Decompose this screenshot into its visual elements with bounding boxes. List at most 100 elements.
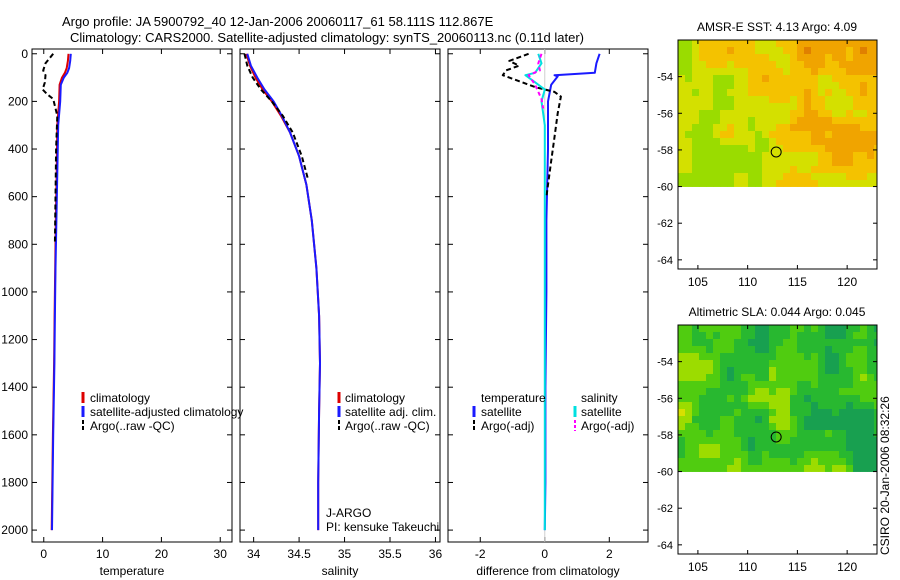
- temp-series-satellite-adjusted-climatology: [51, 53, 72, 531]
- legend-satellite-label: satellite-adjusted climatology: [90, 405, 243, 419]
- sst-heat-cell: [720, 54, 728, 62]
- sst-heat-cell: [769, 82, 777, 90]
- sla-heat-cell: [860, 325, 868, 333]
- sst-heat-cell: [678, 138, 686, 146]
- sla-heat-cell: [713, 374, 721, 382]
- sst-heat-cell: [825, 61, 833, 69]
- sla-heat-cell: [832, 353, 840, 361]
- sla-heat-cell: [867, 444, 875, 452]
- sla-heat-cell: [762, 451, 770, 459]
- sst-heat-cell: [874, 54, 878, 62]
- sst-heat-cell: [741, 47, 749, 55]
- sla-heat-cell: [874, 444, 878, 452]
- sst-heat-cell: [874, 89, 878, 97]
- sst-heat-cell: [755, 145, 763, 153]
- sla-heat-cell: [825, 465, 833, 472]
- sla-heat-cell: [790, 381, 798, 389]
- program-annotation: J-ARGO: [326, 506, 371, 520]
- sst-heat-cell: [867, 166, 875, 174]
- sst-heat-cell: [797, 145, 805, 153]
- sst-heat-cell: [734, 145, 742, 153]
- sla-heat-cell: [790, 430, 798, 438]
- sla-heat-cell: [825, 437, 833, 445]
- sla-heat-cell: [790, 395, 798, 403]
- sst-heat-cell: [804, 180, 812, 187]
- sst-heat-cell: [832, 138, 840, 146]
- sst-heat-cell: [748, 47, 756, 55]
- sla-heat-cell: [755, 346, 763, 354]
- sla-heat-cell: [706, 423, 714, 431]
- sst-heat-cell: [734, 61, 742, 69]
- sst-heat-cell: [762, 138, 770, 146]
- sla-heat-cell: [825, 451, 833, 459]
- difference-axes: -2 0 2: [448, 49, 648, 561]
- sst-heat-cell: [825, 82, 833, 90]
- sst-heat-cell: [741, 89, 749, 97]
- sst-heat-cell: [797, 68, 805, 76]
- sst-heat-cell: [678, 159, 686, 167]
- sla-heat-cell: [678, 374, 686, 382]
- sst-heat-cell: [713, 152, 721, 160]
- sst-heat-cell: [741, 54, 749, 62]
- sst-heat-cell: [839, 96, 847, 104]
- sst-heat-cell: [748, 145, 756, 153]
- sst-heat-cell: [790, 131, 798, 139]
- sla-heat-cell: [713, 360, 721, 368]
- sst-heat-cell: [839, 82, 847, 90]
- sla-heat-cell: [748, 360, 756, 368]
- sla-heat-cell: [727, 395, 735, 403]
- sst-heat-cell: [839, 131, 847, 139]
- sla-heat-cell: [755, 465, 763, 472]
- sst-heat-cell: [706, 145, 714, 153]
- sla-heat-cell: [741, 374, 749, 382]
- sla-heat-cell: [825, 381, 833, 389]
- sst-heat-cell: [699, 89, 707, 97]
- sst-heat-cell: [727, 47, 735, 55]
- sla-heat-cell: [832, 325, 840, 333]
- sla-heat-cell: [755, 360, 763, 368]
- sst-lat-tick-label: -56: [657, 108, 673, 120]
- sla-heat-cell: [755, 416, 763, 424]
- sla-heat-cell: [874, 346, 878, 354]
- sla-heat-cell: [720, 325, 728, 333]
- sla-heat-cell: [734, 423, 742, 431]
- sla-heat-cell: [874, 374, 878, 382]
- sla-heat-cell: [755, 388, 763, 396]
- sla-heat-cell: [769, 395, 777, 403]
- sla-heat-cell: [825, 332, 833, 340]
- sal-xtick-label: 36: [429, 547, 443, 561]
- sst-lat-tick-label: -58: [657, 145, 673, 157]
- sla-heat-cell: [804, 423, 812, 431]
- sla-heat-cell: [853, 402, 861, 410]
- sla-heat-cell: [727, 339, 735, 347]
- sla-heat-cell: [720, 430, 728, 438]
- sla-heat-cell: [839, 381, 847, 389]
- sla-heat-cell: [699, 402, 707, 410]
- sst-heat-cell: [797, 89, 805, 97]
- sla-heat-cell: [685, 437, 693, 445]
- sst-heat-cell: [734, 138, 742, 146]
- sst-heat-cell: [790, 124, 798, 132]
- sla-heat-cell: [699, 416, 707, 424]
- sst-heat-cell: [874, 96, 878, 104]
- sst-heat-cell: [776, 54, 784, 62]
- sla-heat-cell: [699, 409, 707, 417]
- sla-heat-cell: [699, 465, 707, 472]
- sla-heat-cell: [692, 388, 700, 396]
- sla-heat-cell: [727, 346, 735, 354]
- sla-heat-cell: [811, 416, 819, 424]
- sla-heat-cell: [692, 444, 700, 452]
- sst-heat-cell: [769, 47, 777, 55]
- sla-heat-cell: [832, 465, 840, 472]
- sla-heat-cell: [839, 332, 847, 340]
- sla-heat-cell: [839, 416, 847, 424]
- depth-tick-label: 800: [8, 237, 28, 251]
- sst-heat-cell: [769, 40, 777, 48]
- sst-heat-cell: [755, 131, 763, 139]
- sst-heat-cell: [797, 54, 805, 62]
- sst-heat-cell: [678, 89, 686, 97]
- sst-heat-cell: [762, 68, 770, 76]
- sla-heat-cell: [818, 360, 826, 368]
- sla-heat-cell: [832, 423, 840, 431]
